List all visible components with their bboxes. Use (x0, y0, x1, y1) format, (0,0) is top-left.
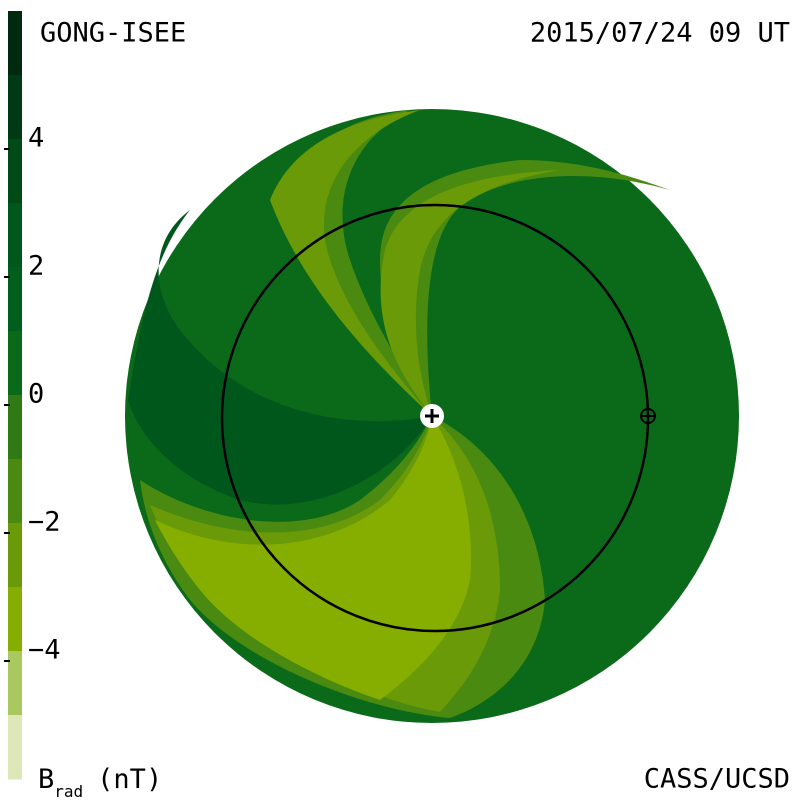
credit: CASS/UCSD (644, 764, 790, 795)
colorbar-band (8, 11, 22, 76)
tick-label: 0 (28, 379, 44, 410)
colorbar-band (8, 715, 22, 780)
disk (125, 109, 739, 723)
colorbar-band (8, 523, 22, 588)
tick-label: −4 (28, 635, 61, 666)
colorbar-band (8, 203, 22, 268)
source: GONG-ISEE (40, 18, 186, 49)
timestamp: 2015/07/24 09 UT (530, 18, 790, 49)
colorbar-band (8, 587, 22, 652)
colorbar-band (8, 139, 22, 204)
label-main: B (38, 764, 54, 795)
colorbar-band (8, 267, 22, 332)
colorbar-band (8, 651, 22, 716)
tick-label: 4 (28, 123, 44, 154)
colorbar-band (8, 459, 22, 524)
colorbar-label: Brad (nT) (38, 764, 162, 800)
label-sub: rad (54, 782, 83, 800)
colorbar-band (8, 331, 22, 396)
label-unit: (nT) (97, 764, 162, 795)
colorbar-band (8, 395, 22, 460)
tick-label: 2 (28, 251, 44, 282)
tick-label: −2 (28, 507, 61, 538)
colorbar-band (8, 75, 22, 140)
